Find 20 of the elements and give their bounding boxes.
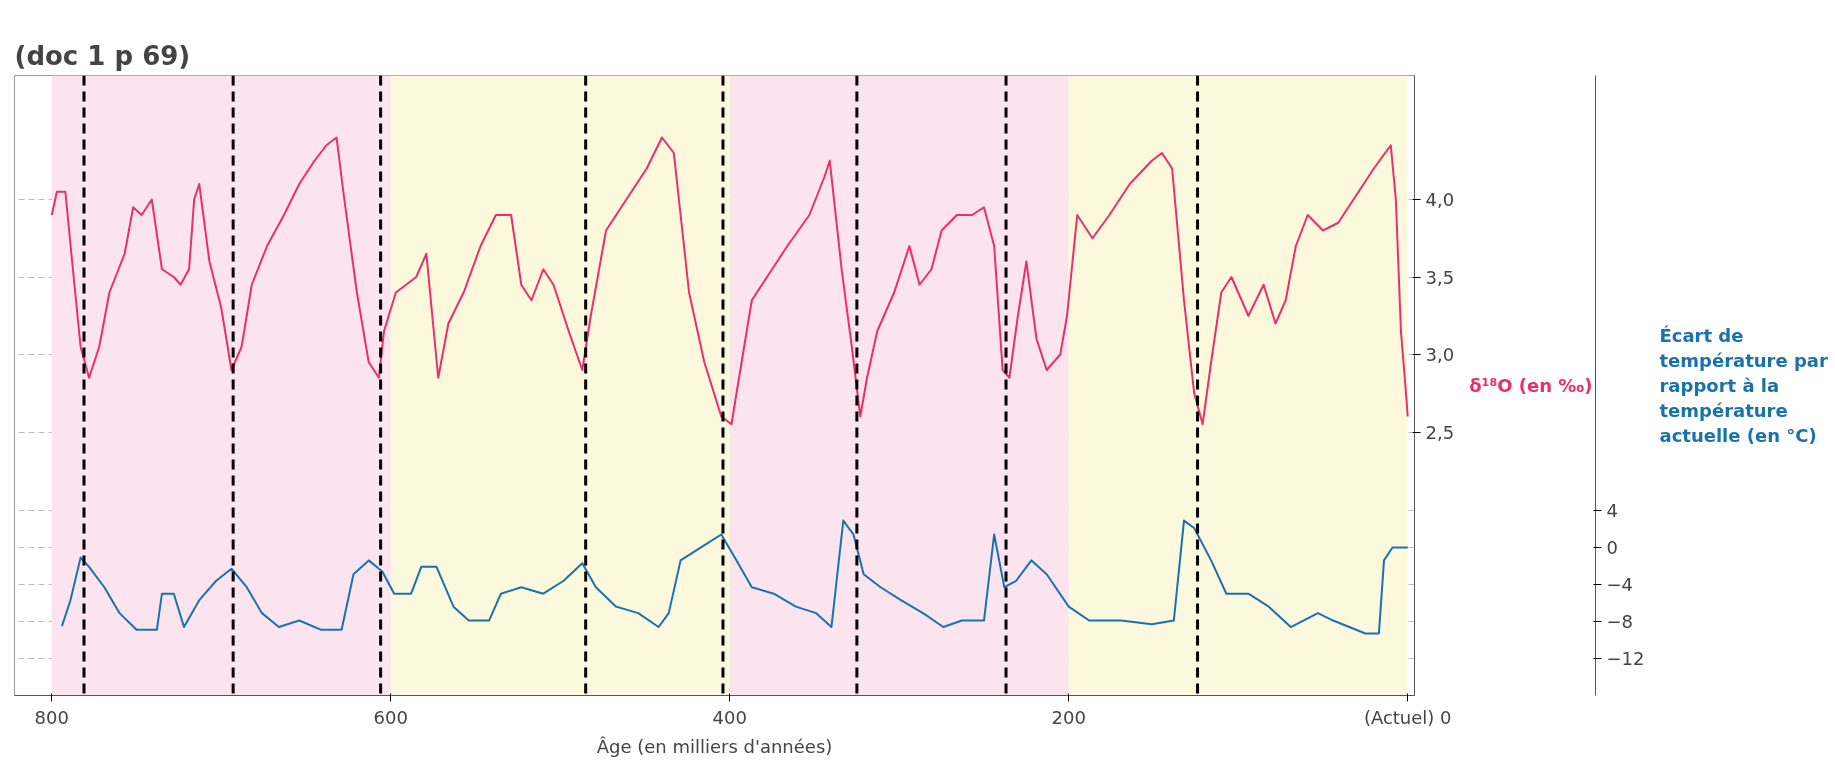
y2-axis-title: Écart de température par rapport à la température actuelle (en °C) bbox=[1659, 324, 1828, 447]
line-series bbox=[60, 519, 1409, 635]
y2-tick-label: 0 bbox=[1606, 536, 1618, 558]
y-tick-label: 2,5 bbox=[1425, 421, 1455, 443]
y-tick-label: 3,0 bbox=[1425, 344, 1455, 365]
y-tick-label: 4,0 bbox=[1425, 189, 1455, 210]
y2-tick-label: −8 bbox=[1606, 610, 1634, 632]
x-tick-label: 400 bbox=[712, 706, 747, 728]
x-tick-label: 200 bbox=[1051, 706, 1086, 728]
x-axis-title: Âge (en milliers d'années) bbox=[596, 735, 833, 757]
y-tick-label: 3,5 bbox=[1425, 266, 1455, 288]
x-tick-label: (Actuel) 0 bbox=[1363, 706, 1452, 728]
x-tick-label: 600 bbox=[373, 706, 408, 728]
x-tick-label: 800 bbox=[34, 706, 69, 728]
y2-tick-label: −4 bbox=[1606, 573, 1634, 595]
y2-tick-label: −12 bbox=[1606, 647, 1645, 669]
chart-title: (doc 1 p 69) bbox=[14, 40, 191, 71]
line-series bbox=[50, 136, 1409, 426]
y-axis-title: δ¹⁸O (en ‰) bbox=[1469, 375, 1593, 396]
y2-tick-label: 4 bbox=[1606, 499, 1618, 521]
